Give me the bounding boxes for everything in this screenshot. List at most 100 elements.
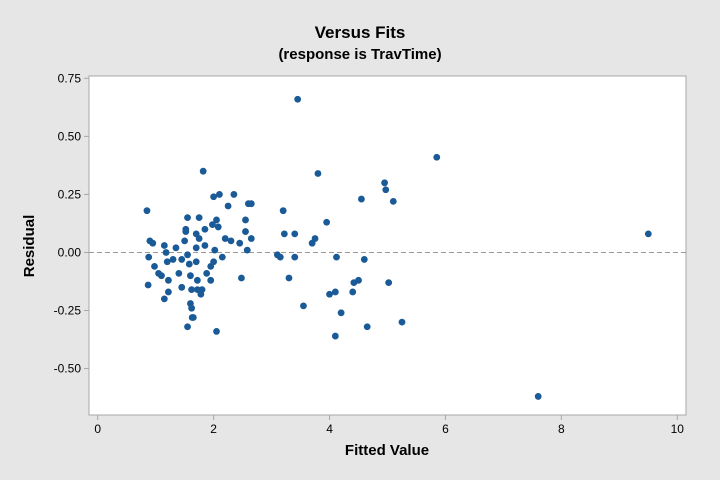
data-point [195,235,203,242]
data-point [314,170,322,177]
data-point [184,323,191,331]
data-point [247,235,255,242]
data-point [358,195,365,203]
x-tick-label: 6 [442,422,449,436]
data-point [211,246,219,254]
data-point [221,235,229,242]
data-point [331,332,339,340]
data-point [158,272,165,280]
data-point [323,218,331,226]
data-point [224,202,232,210]
y-tick-label: -0.25 [54,304,82,318]
data-point [247,200,255,208]
y-tick-label: 0.00 [58,245,82,259]
data-point [175,269,183,277]
data-points [143,95,652,400]
data-point [192,244,200,252]
data-point [213,216,220,224]
data-point [337,309,345,317]
x-tick-label: 10 [671,422,685,436]
data-point [207,276,215,284]
data-point [216,191,223,198]
data-point [243,246,251,254]
data-point [144,281,152,289]
data-point [201,225,209,233]
data-point [210,193,218,201]
data-point [210,258,218,266]
chart-subtitle: (response is TravTime) [278,46,441,63]
data-point [534,393,542,400]
data-point [294,95,302,103]
data-point [162,249,170,256]
data-point [280,230,288,238]
data-point [181,237,189,245]
data-point [326,290,333,298]
y-tick-label: 0.25 [58,187,82,201]
data-point [213,328,220,335]
x-tick-label: 0 [94,422,101,436]
x-tick-label: 8 [558,422,565,436]
data-point [279,207,287,215]
y-tick-label: -0.50 [54,362,82,376]
data-point [178,283,186,291]
data-point [178,256,186,263]
data-point [311,235,319,242]
data-point [165,276,172,284]
data-point [363,323,371,331]
data-point [285,274,293,282]
data-point [230,191,238,198]
data-point [198,286,206,294]
data-point [381,179,389,187]
data-point [333,253,340,261]
data-point [182,225,190,233]
data-point [189,314,197,321]
data-point [187,272,194,280]
data-point [291,253,299,261]
data-point [300,302,307,310]
data-point [242,228,249,235]
data-point [192,258,200,266]
data-point [385,279,393,287]
data-point [201,242,209,249]
chart-title: Versus Fits [315,23,406,42]
y-tick-label: 0.50 [58,129,82,143]
data-point [184,251,191,259]
data-point [199,167,207,175]
data-point [165,288,172,296]
x-tick-label: 2 [210,422,217,436]
x-axis-label: Fitted Value [345,442,429,459]
data-point [169,256,177,263]
data-point [331,288,339,296]
data-point [218,253,226,261]
data-point [188,304,195,312]
data-point [160,242,168,249]
data-point [149,239,157,247]
data-point [242,216,249,224]
data-point [433,153,441,161]
data-point [163,258,171,266]
data-point [160,295,168,303]
data-point [389,197,397,205]
plot-area [88,75,687,416]
data-point [172,244,180,252]
data-point [349,288,357,296]
data-point [209,221,216,229]
data-point [360,256,368,263]
data-point [382,186,390,194]
data-point [227,237,235,245]
data-point [193,276,201,284]
data-point [236,239,244,247]
data-point [185,260,193,268]
y-axis-label: Residual [21,215,38,278]
data-point [145,253,153,261]
data-point [644,230,652,238]
y-tick-label: 0.75 [58,71,82,85]
x-axis: 0 2 4 6 8 10 [94,415,684,436]
data-point [398,318,406,326]
data-point [203,269,211,277]
data-point [188,286,195,294]
data-point [238,274,245,282]
data-point [276,253,284,261]
data-point [184,214,191,222]
